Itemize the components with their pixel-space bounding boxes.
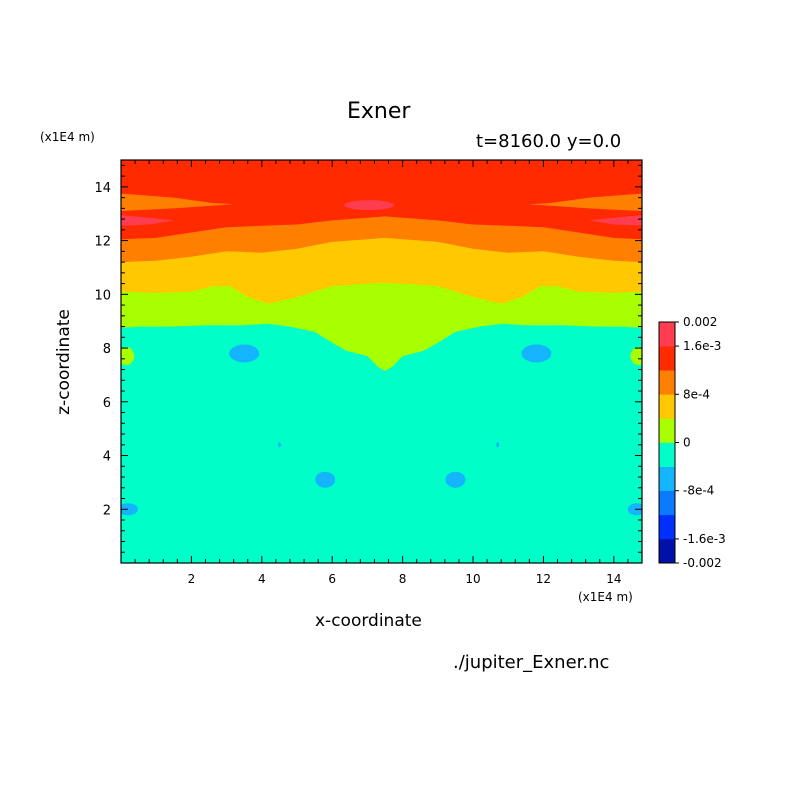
colorbar-tick-label: 8e-4 bbox=[683, 387, 710, 401]
blob-blue-speck bbox=[496, 442, 500, 448]
blob-blue bbox=[121, 503, 139, 516]
colorbar-tick-label: -8e-4 bbox=[683, 484, 714, 498]
band-pink-right bbox=[589, 215, 642, 226]
colorbar-swatch bbox=[659, 370, 675, 395]
colorbar-swatch bbox=[659, 490, 675, 516]
x-tick-label: 12 bbox=[536, 572, 551, 586]
chart-subtitle: t=8160.0 y=0.0 bbox=[476, 131, 622, 152]
x-tick-label: 2 bbox=[188, 572, 196, 586]
band-pink-center bbox=[344, 200, 395, 211]
y-tick-label: 12 bbox=[94, 235, 111, 250]
plot-area bbox=[121, 160, 642, 563]
x-unit-label: (x1E4 m) bbox=[578, 590, 633, 604]
band-pink-left bbox=[121, 215, 174, 226]
colorbar-swatch bbox=[659, 538, 675, 564]
colorbar-swatch bbox=[659, 466, 675, 491]
colorbar-swatch bbox=[659, 322, 675, 347]
x-tick-label: 4 bbox=[258, 572, 266, 586]
y-tick-label: 6 bbox=[103, 396, 111, 411]
blob-blue bbox=[445, 471, 466, 488]
blob-blue-speck bbox=[277, 442, 281, 448]
x-axis-ticks: 2 4 6 8 10 12 14 bbox=[134, 160, 629, 586]
x-tick-label: 14 bbox=[606, 572, 621, 586]
y-unit-label: (x1E4 m) bbox=[40, 130, 95, 144]
y-tick-label: 14 bbox=[94, 181, 111, 196]
blob-blue bbox=[521, 344, 552, 363]
blob-lime-left bbox=[121, 347, 135, 366]
blob-lime-right bbox=[630, 347, 642, 366]
colorbar-swatch bbox=[659, 442, 675, 467]
plot-frame bbox=[120, 159, 643, 564]
colorbar-tick-label: 0 bbox=[683, 436, 691, 450]
band-red bbox=[121, 160, 642, 240]
colorbar-swatch bbox=[659, 394, 675, 419]
y-axis-label: z-coordinate bbox=[54, 309, 74, 415]
colorbar-swatch bbox=[659, 418, 675, 443]
colorbar-tick-label: -1.6e-3 bbox=[683, 532, 726, 546]
y-tick-label: 10 bbox=[94, 288, 111, 303]
colorbar: 0.002 1.6e-3 8e-4 0 -8e-4 -1.6e-3 -0.002 bbox=[658, 315, 726, 570]
blob-blue bbox=[627, 503, 642, 516]
blob-blue bbox=[315, 471, 336, 488]
y-tick-label: 8 bbox=[103, 342, 111, 357]
chart-title: Exner bbox=[347, 99, 411, 124]
source-file-label: ./jupiter_Exner.nc bbox=[453, 652, 610, 673]
blob-blue bbox=[229, 344, 260, 363]
x-axis-label: x-coordinate bbox=[315, 611, 422, 631]
x-tick-label: 6 bbox=[328, 572, 336, 586]
y-tick-label: 2 bbox=[103, 503, 111, 518]
colorbar-swatch bbox=[659, 346, 675, 371]
colorbar-tick-label: 0.002 bbox=[683, 315, 717, 329]
y-axis-ticks: 2 4 6 8 10 12 14 bbox=[94, 164, 642, 553]
y-tick-label: 4 bbox=[103, 450, 111, 465]
colorbar-tick-label: 1.6e-3 bbox=[683, 339, 721, 353]
band-orange-tongue-left bbox=[121, 193, 234, 211]
colorbar-tick-label: -0.002 bbox=[683, 556, 722, 570]
x-tick-label: 10 bbox=[465, 572, 480, 586]
colorbar-swatch bbox=[659, 514, 675, 540]
x-tick-label: 8 bbox=[399, 572, 407, 586]
band-orange-tongue-right bbox=[529, 193, 642, 211]
